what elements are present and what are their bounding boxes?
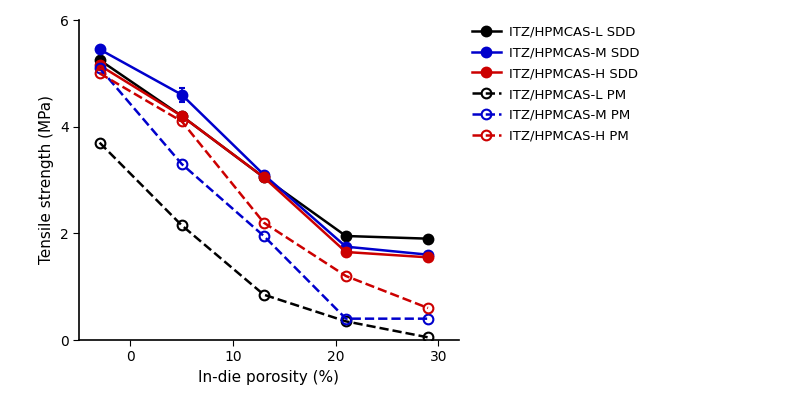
X-axis label: In-die porosity (%): In-die porosity (%) — [199, 370, 339, 385]
Y-axis label: Tensile strength (MPa): Tensile strength (MPa) — [40, 96, 55, 264]
Legend: ITZ/HPMCAS-L SDD, ITZ/HPMCAS-M SDD, ITZ/HPMCAS-H SDD, ITZ/HPMCAS-L PM, ITZ/HPMCA: ITZ/HPMCAS-L SDD, ITZ/HPMCAS-M SDD, ITZ/… — [467, 20, 645, 148]
